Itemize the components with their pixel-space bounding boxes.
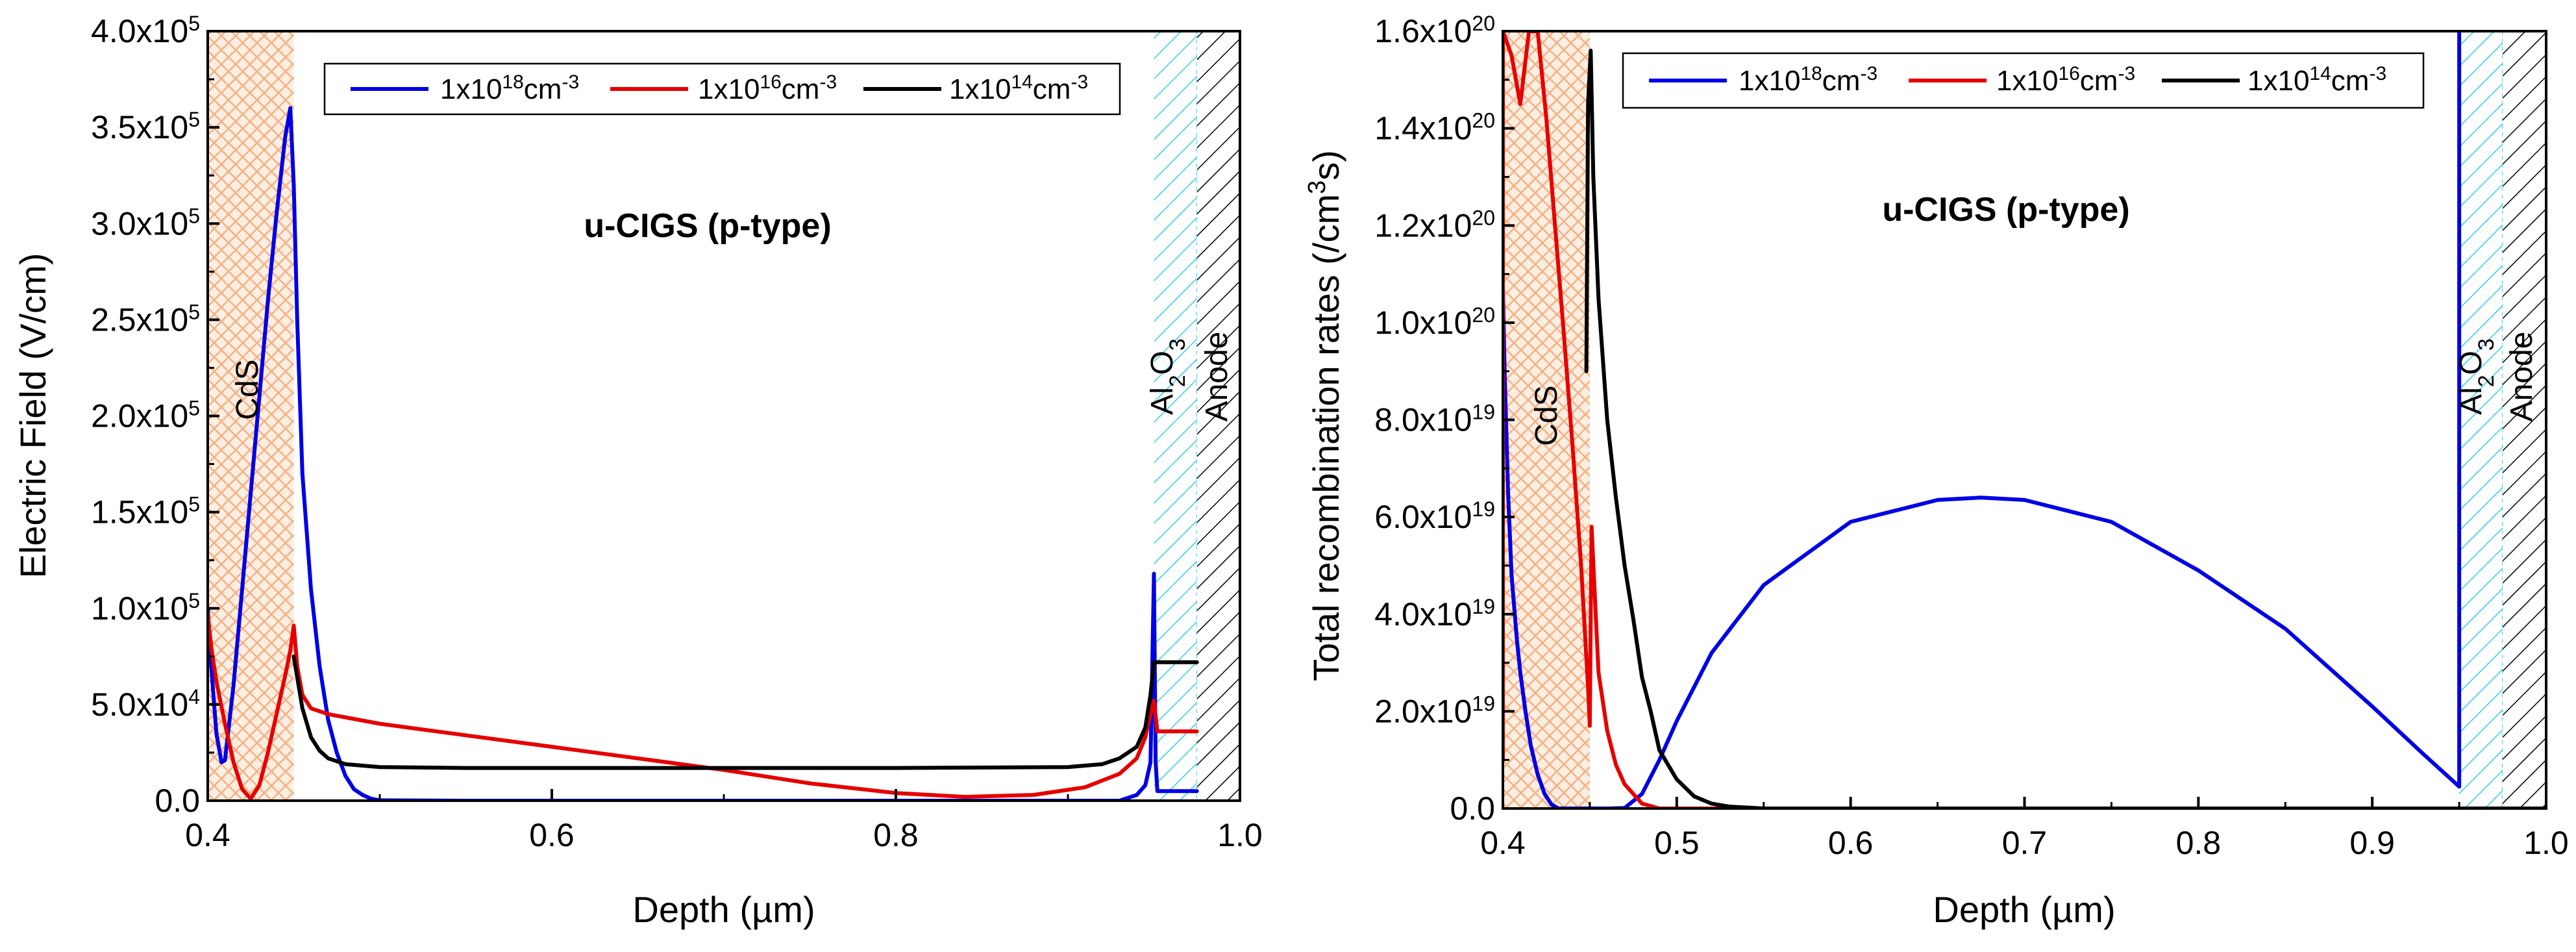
x-axis-title-right: Depth (µm) (1933, 889, 2115, 930)
region-label-anode-left: Anode (1200, 332, 1234, 422)
region-label-anode-right: Anode (2505, 332, 2539, 422)
y-tick-label: 1.5x105 (91, 493, 200, 531)
series-line-16-right-0 (1503, 31, 1594, 762)
y-ticks-right: 0.0 2.0x1019 4.0x1019 6.0x1019 8.0x1019 1.0x1… (1374, 12, 1515, 827)
legend-left: 1x1018cm-3 1x1016cm-3 1x1014cm-3 (323, 62, 1121, 116)
y-tick-label: 3.0x105 (91, 204, 200, 242)
series-line-14-left-0 (291, 654, 1199, 770)
series-line-16-left-0 (208, 612, 1199, 801)
y-tick-label: 3.5x105 (91, 108, 200, 145)
series-left (208, 106, 1199, 801)
y-tick-label: 2.5x105 (91, 300, 200, 338)
region-1-right (2459, 31, 2503, 808)
x-tick-label: 0.8 (2176, 825, 2222, 861)
region-1-left (1154, 31, 1197, 801)
x-tick-label: 1.0 (2523, 825, 2569, 861)
plot-frame-right (1502, 30, 2547, 810)
x-tick-label: 0.8 (873, 817, 919, 853)
chart-right: 0.4 0.5 0.6 0.7 0.8 0.9 1.0 0.0 2.0x1019 4.0x101… (1304, 12, 2569, 930)
x-tick-label: 0.6 (529, 817, 575, 853)
region-label-al2o3-left: Al2O3 (1145, 338, 1190, 415)
legend-box-left (323, 62, 1121, 116)
series-line-18-right-0 (1503, 286, 1592, 808)
y-tick-label: 5.0x104 (91, 685, 200, 723)
region-0-left (208, 31, 294, 801)
legend-label-1e18-right: 1x1018cm-3 (1739, 63, 1877, 97)
y-tick-label: 1.4x1020 (1374, 109, 1495, 147)
y-ticks-left: 0.0 5.0x104 1.0x105 1.5x105 2.0x105 2.5x105 3.… (91, 12, 219, 819)
region-label-al2o3-right: Al2O3 (2454, 338, 2499, 415)
regions-left (208, 31, 1241, 801)
region-0-right (1503, 31, 1590, 808)
legend-label-1e16-left: 1x1016cm-3 (698, 71, 837, 106)
legend-right: 1x1018cm-3 1x1016cm-3 1x1014cm-3 (1622, 52, 2425, 109)
x-axis-title-left: Depth (µm) (632, 889, 815, 930)
x-tick-label: 0.4 (185, 817, 230, 853)
series-line-18-right-1 (1587, 495, 2462, 808)
series-line-16-right-1 (1589, 525, 2546, 808)
plot-frame-left (206, 30, 1241, 802)
x-tick-label: 0.7 (2002, 825, 2048, 861)
y-tick-label: 6.0x1019 (1374, 497, 1495, 535)
x-tick-label: 0.6 (1828, 825, 1874, 861)
series-line-18-left-0 (208, 106, 1199, 801)
x-tick-label: 0.5 (1654, 825, 1700, 861)
y-axis-title-right: Total recombination rates (/cm3s) (1304, 150, 1346, 681)
y-axis-title-left: Electric Field (V/cm) (12, 253, 53, 579)
legend-label-1e14-right: 1x1014cm-3 (2248, 63, 2386, 97)
legend-box-right (1622, 52, 2425, 109)
legend-label-1e18-left: 1x1018cm-3 (440, 71, 579, 106)
x-ticks-left: 0.4 0.6 0.8 1.0 (185, 789, 1263, 853)
region-2-left (1196, 31, 1240, 801)
series-right (1503, 31, 2546, 808)
legend-label-1e16-right: 1x1016cm-3 (1996, 63, 2135, 97)
x-tick-label: 0.9 (2349, 825, 2395, 861)
y-tick-label: 1.0x1020 (1374, 303, 1495, 341)
annotation-left: u-CIGS (p-type) (584, 207, 831, 245)
y-tick-label: 1.0x105 (91, 589, 200, 627)
x-tick-label: 0.4 (1480, 825, 1526, 861)
y-tick-label: 1.6x1020 (1374, 12, 1495, 49)
region-label-cds-left: CdS (230, 359, 265, 420)
x-tick-label: 1.0 (1217, 817, 1263, 853)
y-tick-label: 4.0x105 (91, 12, 200, 49)
chart-left: 0.4 0.6 0.8 1.0 0.0 5.0x104 1.0x105 1.5x105 2.0… (12, 12, 1263, 930)
annotation-right: u-CIGS (p-type) (1882, 191, 2129, 229)
y-tick-label: 4.0x1019 (1374, 595, 1495, 633)
regions-right (1503, 31, 2547, 808)
y-tick-label: 2.0x105 (91, 397, 200, 434)
x-ticks-right: 0.4 0.5 0.6 0.7 0.8 0.9 1.0 (1480, 797, 2569, 861)
legend-label-1e14-left: 1x1014cm-3 (949, 71, 1088, 106)
y-tick-label: 0.0 (1450, 790, 1495, 827)
region-2-right (2503, 31, 2546, 808)
series-line-14-right-0 (1584, 48, 2546, 808)
y-tick-label: 1.2x1020 (1374, 206, 1495, 244)
y-tick-label: 2.0x1019 (1374, 692, 1495, 729)
region-label-cds-right: CdS (1530, 385, 1564, 445)
y-tick-label: 8.0x1019 (1374, 401, 1495, 438)
y-tick-label: 0.0 (155, 783, 200, 819)
